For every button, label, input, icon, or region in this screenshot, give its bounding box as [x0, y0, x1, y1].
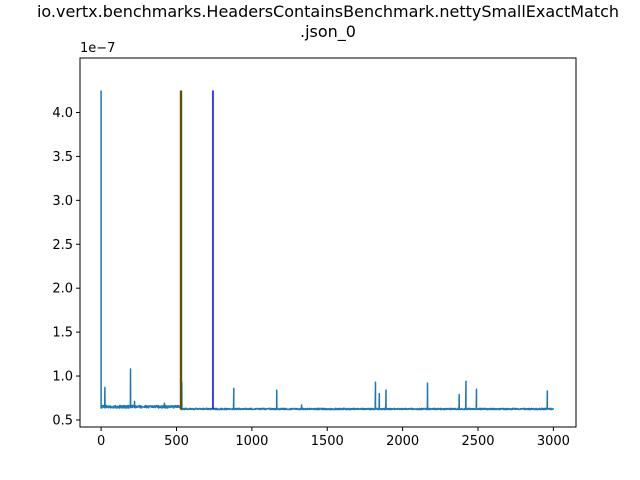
chart-title-line1: io.vertx.benchmarks.HeadersContainsBench…: [37, 2, 619, 21]
series-line: [100, 90, 555, 411]
y-tick-label: 2.5: [52, 238, 73, 253]
x-tick-label: 0: [97, 434, 105, 449]
x-tick-label: 2500: [461, 434, 494, 449]
axes-frame: [79, 57, 577, 428]
chart-title-line2: .json_0: [300, 22, 356, 42]
y-tick-label: 4.0: [52, 106, 73, 121]
y-offset-label: 1e−7: [80, 41, 115, 56]
y-tick-label: 1.0: [52, 370, 73, 385]
y-tick-label: 2.0: [52, 282, 73, 297]
x-tick-label: 1000: [235, 434, 268, 449]
plot-area: [100, 90, 555, 411]
y-tick-label: 1.5: [52, 326, 73, 341]
x-tick-label: 500: [164, 434, 189, 449]
y-tick-label: 0.5: [52, 413, 73, 428]
axes: 0 500 1000 1500 2000 2500 3000 0.5 1.0 1.5 2.0 2.5 3…: [52, 57, 577, 449]
x-tick-label: 2000: [386, 434, 419, 449]
x-tick-label: 3000: [537, 434, 570, 449]
x-tick-label: 1500: [311, 434, 344, 449]
y-tick-label: 3.0: [52, 194, 73, 209]
y-tick-label: 3.5: [52, 150, 73, 165]
